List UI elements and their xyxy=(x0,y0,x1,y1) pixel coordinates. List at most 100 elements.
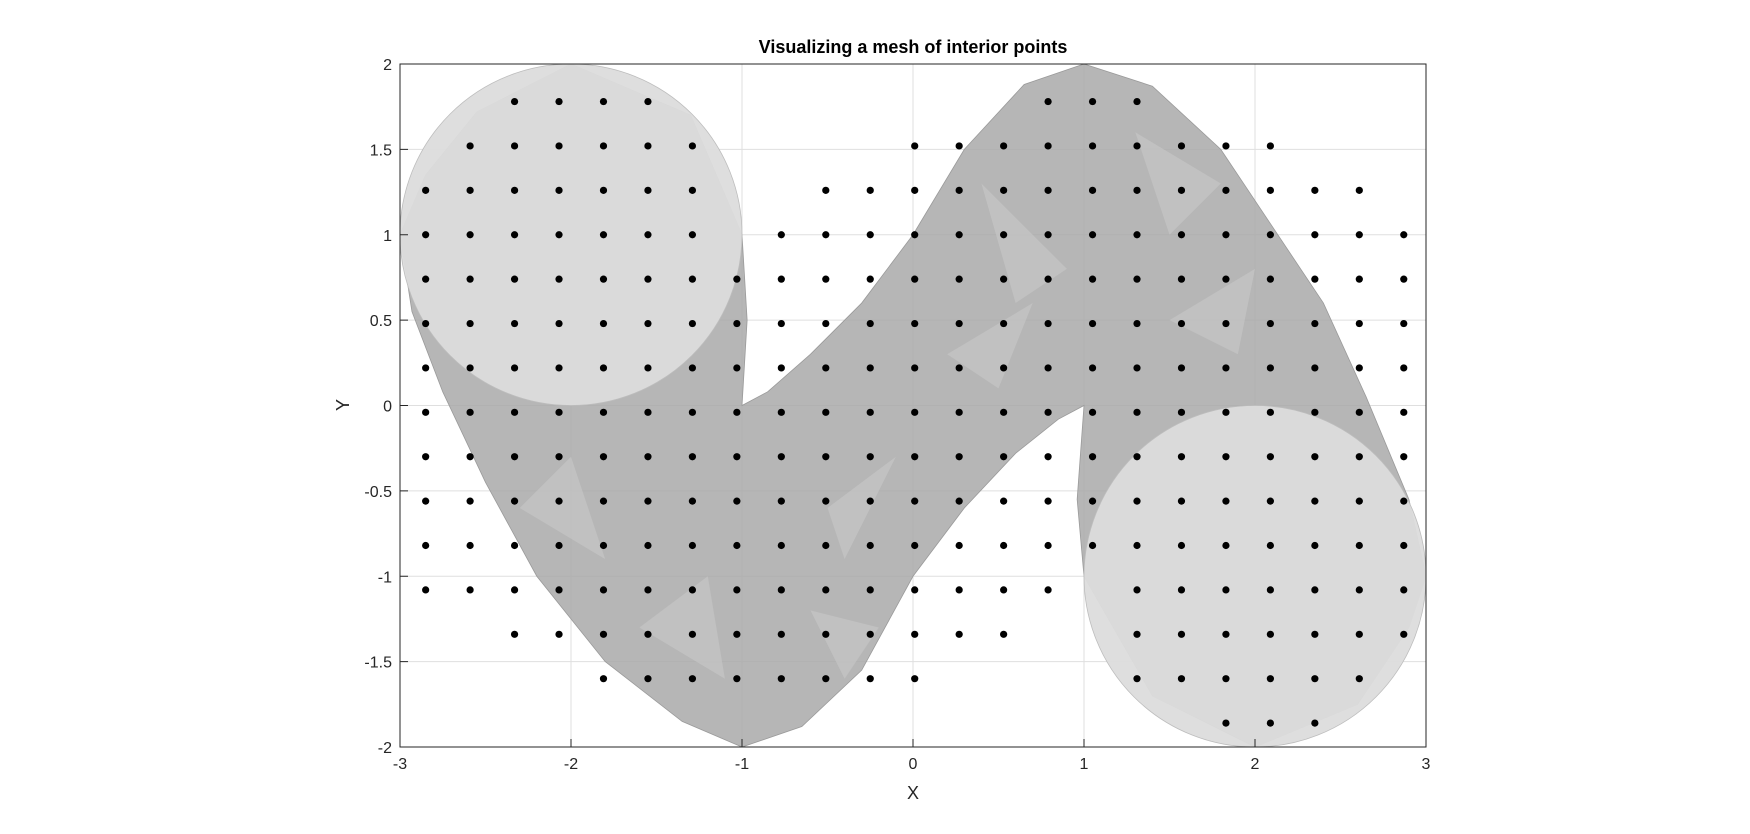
mesh-facet xyxy=(519,456,606,560)
interior-point xyxy=(644,541,652,550)
interior-point xyxy=(599,541,608,550)
interior-points xyxy=(422,97,1408,727)
interior-point xyxy=(1266,364,1274,372)
interior-point xyxy=(688,408,697,416)
interior-point xyxy=(1177,586,1186,594)
interior-point xyxy=(510,186,519,194)
interior-point xyxy=(510,497,519,505)
x-tick-label: 2 xyxy=(1251,756,1260,773)
interior-point xyxy=(1088,453,1097,461)
interior-point xyxy=(1266,586,1274,594)
interior-point xyxy=(599,231,608,239)
interior-point xyxy=(688,541,697,550)
interior-point xyxy=(866,453,874,461)
interior-point xyxy=(822,453,830,461)
interior-point xyxy=(555,275,563,283)
interior-point xyxy=(1400,497,1408,505)
interior-point xyxy=(1000,586,1008,594)
interior-point xyxy=(644,364,652,372)
mesh-facet xyxy=(827,456,896,560)
interior-point xyxy=(777,275,785,283)
interior-point xyxy=(911,186,919,194)
interior-point xyxy=(777,630,785,638)
interior-point xyxy=(599,319,608,328)
interior-point xyxy=(733,541,741,550)
interior-point xyxy=(1133,142,1141,150)
interior-point xyxy=(422,453,430,461)
interior-point xyxy=(1044,364,1052,372)
mesh-facet xyxy=(639,576,725,679)
interior-point xyxy=(1088,497,1097,505)
mesh-facet xyxy=(981,183,1067,304)
interior-point xyxy=(1088,186,1097,194)
interior-point xyxy=(911,231,919,239)
interior-point xyxy=(688,675,697,683)
interior-point xyxy=(777,453,785,461)
interior-point xyxy=(555,364,563,372)
interior-point xyxy=(555,231,563,239)
interior-point xyxy=(688,142,697,150)
interior-point xyxy=(1000,231,1008,239)
x-axis-ticks: -3 -2 -1 0 1 2 3 xyxy=(393,739,1431,773)
interior-point xyxy=(1311,719,1319,727)
interior-point xyxy=(1222,586,1230,594)
interior-point xyxy=(1400,630,1408,638)
interior-point xyxy=(422,408,430,416)
interior-point xyxy=(466,541,474,550)
interior-point xyxy=(955,497,963,505)
interior-point xyxy=(1400,319,1408,328)
interior-point xyxy=(733,497,741,505)
mesh-surface xyxy=(400,64,1426,747)
interior-point xyxy=(1311,319,1319,328)
interior-point xyxy=(1177,630,1186,638)
interior-point xyxy=(1177,186,1186,194)
interior-point xyxy=(1222,231,1230,239)
interior-point xyxy=(1355,630,1363,638)
interior-point xyxy=(555,319,563,328)
interior-point xyxy=(688,630,697,638)
interior-point xyxy=(1355,319,1363,328)
y-axis-ticks: -2 -1.5 -1 -0.5 0 0.5 1 1.5 2 xyxy=(364,57,408,757)
interior-point xyxy=(510,453,519,461)
interior-point xyxy=(1266,142,1274,150)
interior-point xyxy=(866,586,874,594)
x-tick-label: 1 xyxy=(1080,756,1089,773)
interior-point xyxy=(955,231,963,239)
interior-point xyxy=(1355,364,1363,372)
interior-point xyxy=(644,586,652,594)
interior-point xyxy=(1088,408,1097,416)
interior-point xyxy=(555,142,563,150)
interior-point xyxy=(555,497,563,505)
interior-point xyxy=(555,186,563,194)
interior-point xyxy=(1222,319,1230,328)
interior-point xyxy=(1088,275,1097,283)
interior-point xyxy=(644,186,652,194)
interior-point xyxy=(1266,319,1274,328)
interior-point xyxy=(644,97,652,106)
y-axis-label: Y xyxy=(333,399,353,411)
interior-point xyxy=(688,586,697,594)
interior-point xyxy=(955,453,963,461)
interior-point xyxy=(822,231,830,239)
interior-point xyxy=(1133,408,1141,416)
interior-point xyxy=(822,497,830,505)
interior-point xyxy=(644,497,652,505)
interior-point xyxy=(1177,142,1186,150)
interior-point xyxy=(1222,142,1230,150)
interior-point xyxy=(688,275,697,283)
interior-point xyxy=(1133,541,1141,550)
interior-point xyxy=(555,586,563,594)
interior-point xyxy=(1044,586,1052,594)
interior-point xyxy=(644,453,652,461)
interior-point xyxy=(510,97,519,106)
interior-point xyxy=(466,319,474,328)
interior-point xyxy=(1177,319,1186,328)
interior-point xyxy=(1222,497,1230,505)
interior-point xyxy=(510,142,519,150)
interior-point xyxy=(866,231,874,239)
interior-point xyxy=(1266,231,1274,239)
interior-point xyxy=(466,408,474,416)
interior-point xyxy=(599,186,608,194)
interior-point xyxy=(1266,408,1274,416)
interior-point xyxy=(510,275,519,283)
